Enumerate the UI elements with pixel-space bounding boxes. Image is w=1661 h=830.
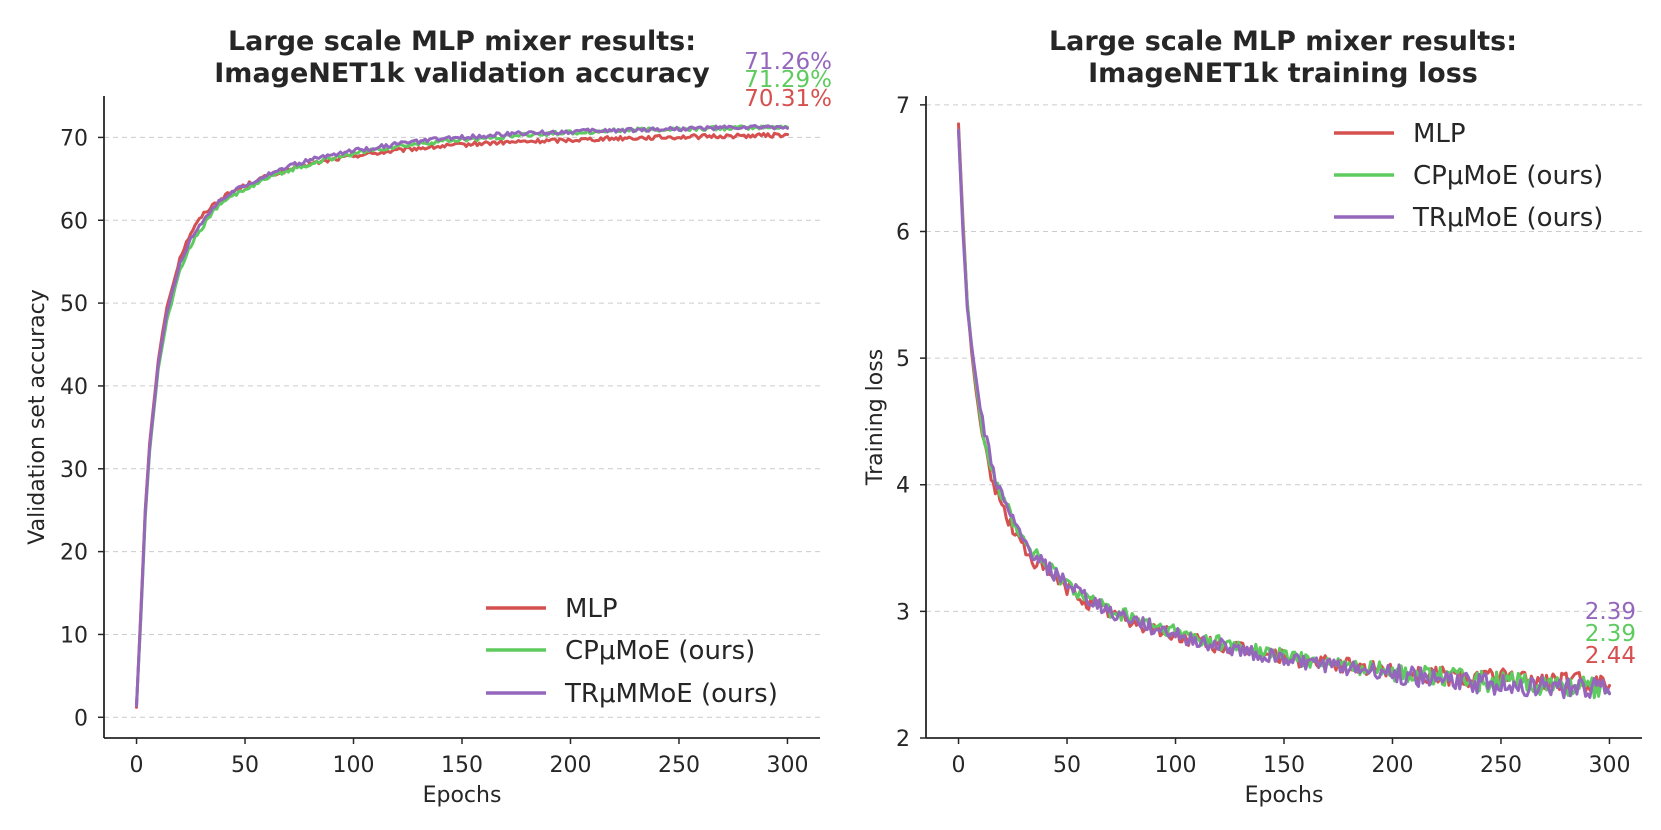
loss-title-line1: Large scale MLP mixer results:: [1049, 26, 1517, 57]
accuracy-ytick-label-40: 40: [60, 375, 88, 400]
accuracy-xtick-label-300: 300: [766, 753, 808, 778]
loss-series: [957, 122, 1611, 700]
loss-xtick-label-100: 100: [1155, 753, 1197, 778]
accuracy-xtick-label-50: 50: [231, 753, 259, 778]
accuracy-ytick-label-30: 30: [60, 458, 88, 483]
accuracy-title-line1: Large scale MLP mixer results:: [228, 26, 696, 57]
accuracy-xtick-label-250: 250: [658, 753, 700, 778]
accuracy-series: [135, 123, 789, 709]
accuracy-gridlines: [104, 136, 820, 718]
accuracy-xtick-label-200: 200: [549, 753, 591, 778]
loss-xtick-label-250: 250: [1480, 753, 1522, 778]
accuracy-xtick-label-100: 100: [333, 753, 375, 778]
accuracy-ytick-label-50: 50: [60, 292, 88, 317]
loss-ticks: 2 3 4 5 6 7 0 50 100 150 200 250 300: [896, 94, 1630, 778]
legend-label-cp: CPμMoE (ours): [1413, 161, 1603, 191]
accuracy-ytick-label-20: 20: [60, 541, 88, 566]
accuracy-xtick-label-150: 150: [441, 753, 483, 778]
accuracy-ytick-label-60: 60: [60, 209, 88, 234]
loss-xtick-label-300: 300: [1588, 753, 1630, 778]
loss-chart: Large scale MLP mixer results: ImageNET1…: [863, 26, 1642, 808]
accuracy-xlabel: Epochs: [423, 783, 502, 808]
accuracy-series-line-1: [135, 124, 789, 707]
loss-ytick-label-7: 7: [896, 94, 910, 119]
loss-series-line-2: [957, 128, 1611, 700]
accuracy-ytick-label-70: 70: [60, 126, 88, 151]
loss-ytick-label-6: 6: [896, 220, 910, 245]
accuracy-ytick-label-10: 10: [60, 623, 88, 648]
loss-ytick-label-5: 5: [896, 347, 910, 372]
legend-label-tr: TRμMoE (ours): [1412, 203, 1603, 233]
accuracy-series-line-2: [135, 123, 789, 708]
loss-ylabel: Training loss: [863, 349, 888, 486]
accuracy-annotation-tr: 71.26%: [744, 49, 832, 75]
loss-ytick-label-2: 2: [896, 727, 910, 752]
accuracy-ylabel: Validation set accuracy: [25, 289, 50, 545]
accuracy-annotation-cp: 71.29%: [744, 67, 832, 93]
loss-xtick-label-150: 150: [1263, 753, 1305, 778]
loss-annotation-tr: 2.39: [1585, 599, 1636, 625]
legend-label-mlp: MLP: [565, 594, 618, 624]
loss-annotation-cp: 2.39: [1585, 621, 1636, 647]
legend-label-tr: TRμMMoE (ours): [564, 679, 778, 709]
legend-label-mlp: MLP: [1413, 119, 1466, 149]
loss-xtick-label-50: 50: [1053, 753, 1081, 778]
accuracy-xtick-label-0: 0: [130, 753, 144, 778]
loss-legend: MLP CPμMoE (ours) TRμMoE (ours): [1334, 119, 1603, 233]
accuracy-title-line2: ImageNET1k validation accuracy: [214, 58, 710, 89]
loss-xtick-label-200: 200: [1371, 753, 1413, 778]
loss-gridlines: [926, 104, 1642, 739]
loss-xlabel: Epochs: [1245, 783, 1324, 808]
accuracy-chart: Large scale MLP mixer results: ImageNET1…: [25, 26, 832, 808]
accuracy-series-line-0: [135, 131, 789, 709]
loss-title-line2: ImageNET1k training loss: [1088, 58, 1478, 89]
legend-label-cp: CPμMoE (ours): [565, 636, 755, 666]
loss-ytick-label-4: 4: [896, 474, 910, 499]
loss-annotation-mlp: 2.44: [1585, 643, 1636, 669]
loss-ytick-label-3: 3: [896, 600, 910, 625]
accuracy-legend: MLP CPμMoE (ours) TRμMMoE (ours): [486, 594, 778, 709]
accuracy-ticks: 0 10 20 30 40 50 60 70 0 50 100 150 200 250 300: [60, 126, 808, 778]
accuracy-ytick-label-0: 0: [74, 706, 88, 731]
accuracy-annotation-mlp: 70.31%: [744, 86, 832, 112]
loss-xtick-label-0: 0: [952, 753, 966, 778]
